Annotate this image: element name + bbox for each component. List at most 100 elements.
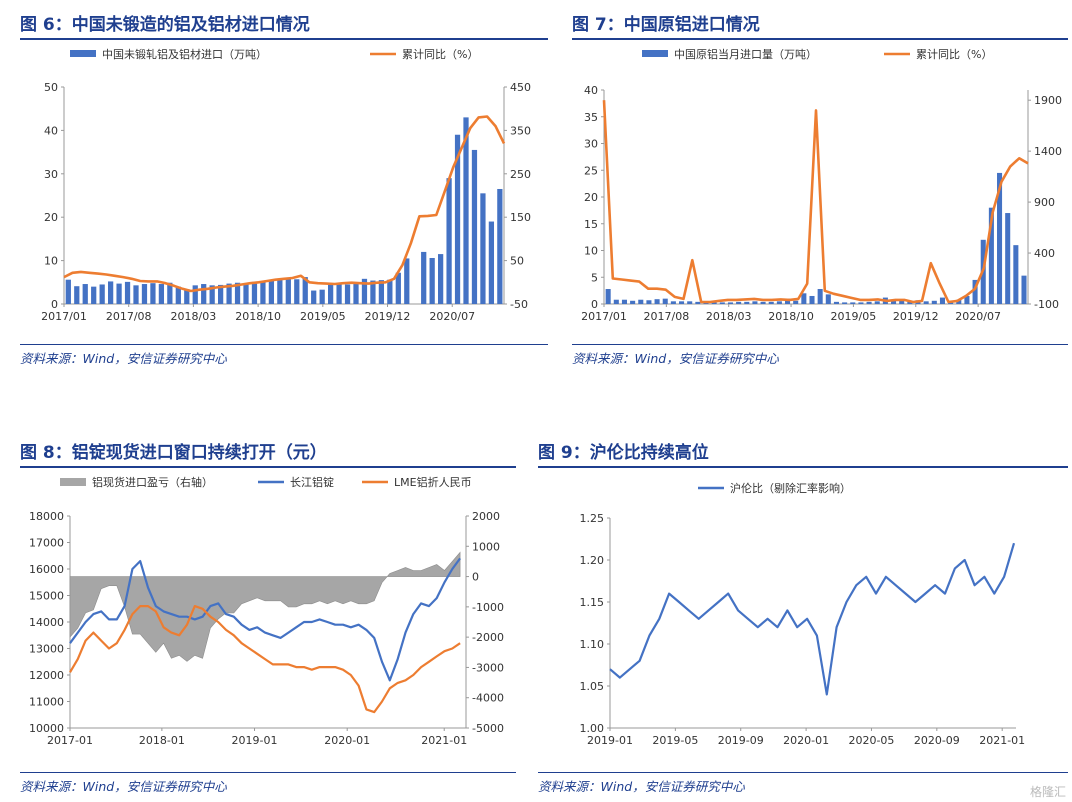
source-note: 资料来源：Wind，安信证券研究中心 [20, 351, 227, 366]
x-tick-label: 2019-01 [232, 734, 278, 747]
bar [858, 302, 864, 304]
series-line-shfe-lme-ratio [609, 542, 1016, 696]
bar [108, 281, 114, 304]
x-tick-label: 2020/07 [955, 310, 1001, 323]
left-tick-label: 40 [44, 124, 58, 137]
bar [167, 282, 173, 304]
bar [695, 301, 701, 304]
bar [670, 301, 676, 304]
bar [74, 286, 80, 304]
figure-title: 图 8：铝锭现货进口窗口持续打开（元） [20, 443, 327, 463]
x-tick-label: 2020-09 [914, 734, 960, 747]
legend-label: LME铝折人民币 [394, 475, 472, 489]
right-tick-label: 150 [510, 211, 531, 224]
figure-7: 图 7：中国原铝进口情况 0 5 10 15 20 25 30 35 40 -100 400 900 1… [572, 10, 1068, 370]
x-tick-label: 2018-01 [139, 734, 185, 747]
left-tick-label: 1.25 [580, 512, 605, 525]
x-tick-label: 2017/08 [644, 310, 690, 323]
bar [378, 280, 385, 304]
series-area-import-profit [69, 551, 461, 662]
bar [285, 278, 291, 304]
series-line-changjiang [69, 557, 461, 682]
bar [99, 284, 105, 304]
x-tick-label: 2018/03 [706, 310, 752, 323]
bar [997, 172, 1003, 304]
bar [471, 149, 478, 304]
right-tick-label: 450 [510, 81, 531, 94]
left-tick-label: 20 [44, 211, 58, 224]
bar [842, 302, 848, 304]
x-tick-label: 2017-01 [47, 734, 93, 747]
bar [923, 301, 929, 304]
title-rule [538, 466, 1068, 468]
bar [646, 300, 652, 304]
bar [850, 302, 856, 304]
right-tick-label: 350 [510, 124, 531, 137]
bar [727, 302, 733, 304]
bar [480, 193, 486, 304]
figure-8: 图 8：铝锭现货进口窗口持续打开（元） 10000 11000 12000 13000… [20, 438, 516, 798]
chart-9: 1.00 1.05 1.10 1.15 1.20 1.25 2019-01 2019-05 20… [580, 481, 1026, 747]
bar [260, 282, 266, 304]
bar [899, 300, 905, 304]
legend-label: 铝现货进口盈亏（右轴） [92, 475, 213, 489]
left-tick-label: 1.00 [580, 722, 605, 735]
bar [175, 286, 181, 304]
watermark-logo: 格隆汇 [1029, 785, 1066, 799]
bar [736, 301, 742, 304]
bar [1021, 275, 1027, 304]
bar [277, 278, 283, 304]
bar [404, 258, 410, 304]
bar [972, 279, 978, 304]
left-tick-label: 16000 [29, 563, 64, 576]
right-tick-label: -2000 [472, 631, 504, 644]
bar [251, 281, 258, 304]
title-rule [20, 38, 548, 40]
x-tick-label: 2019/12 [893, 310, 939, 323]
right-tick-label: 1400 [1034, 145, 1062, 158]
bar [65, 279, 71, 304]
right-tick-label: -50 [510, 298, 528, 311]
bar [760, 301, 766, 304]
bar [497, 188, 503, 304]
figure-9: 图 9：沪伦比持续高位 1.00 1.05 1.10 1.15 1.20 1.25 2019… [538, 438, 1068, 798]
bar [874, 301, 880, 304]
x-tick-label: 2021-01 [979, 734, 1025, 747]
left-tick-label: 12000 [29, 669, 64, 682]
series-line-yoy [63, 115, 506, 293]
bar [719, 302, 725, 304]
bar [319, 289, 325, 304]
right-tick-label: -4000 [472, 692, 504, 705]
bar [192, 285, 198, 304]
x-tick-label: 2018/03 [171, 310, 217, 323]
legend-label: 中国未锻轧铝及铝材进口（万吨） [102, 47, 267, 61]
right-tick-label: -3000 [472, 661, 504, 674]
left-tick-label: 14000 [29, 616, 64, 629]
right-tick-label: 400 [1034, 247, 1055, 260]
bar [613, 299, 619, 304]
x-tick-label: 2018/10 [235, 310, 281, 323]
bar [243, 284, 249, 304]
bar [184, 289, 190, 304]
bar [429, 257, 435, 304]
bar [833, 301, 839, 304]
legend-label: 累计同比（%） [916, 48, 992, 61]
right-tick-label: 250 [510, 168, 531, 181]
bar [891, 300, 897, 304]
left-tick-label: 10 [44, 255, 58, 268]
bar [124, 281, 131, 304]
bar [82, 284, 88, 304]
left-tick-label: 18000 [29, 510, 64, 523]
left-tick-label: 1.15 [580, 596, 605, 609]
left-tick-label: 40 [584, 84, 598, 97]
source-note: 资料来源：Wind，安信证券研究中心 [538, 779, 745, 794]
right-tick-label: 2000 [472, 510, 500, 523]
bar [768, 301, 774, 304]
bar [662, 298, 668, 304]
bar [679, 301, 685, 304]
bar [116, 283, 122, 304]
figure-title: 图 9：沪伦比持续高位 [538, 443, 709, 463]
figure-6: 图 6：中国未锻造的铝及铝材进口情况 0 10 20 30 40 50 -50 50 150 25… [20, 10, 548, 370]
legend-swatch-bar [642, 50, 668, 57]
x-tick-label: 2019/12 [365, 310, 411, 323]
